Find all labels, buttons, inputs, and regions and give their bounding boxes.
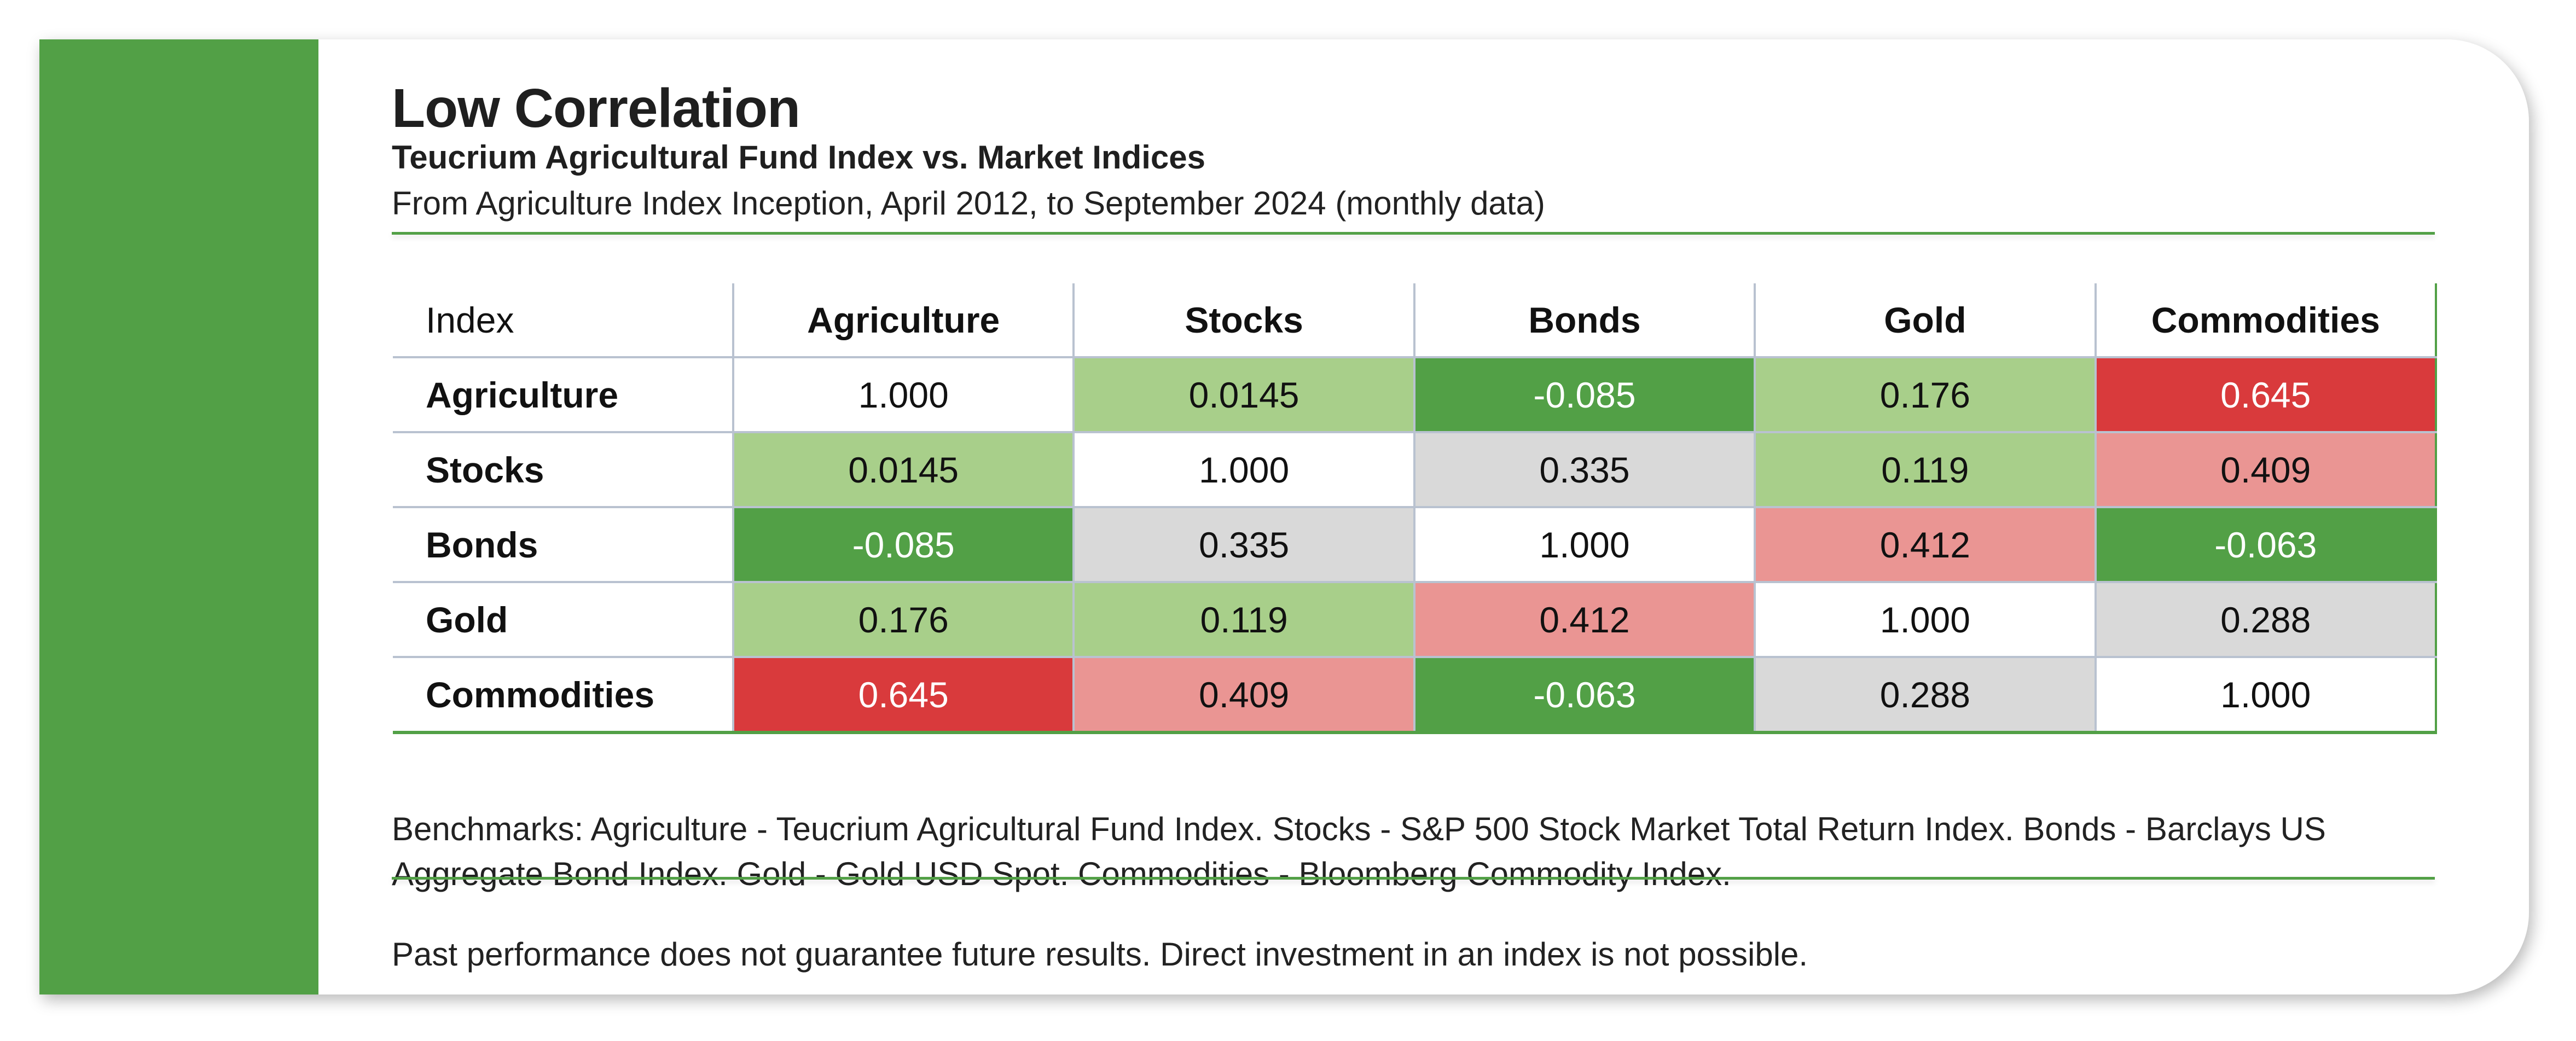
heatmap-cell-bonds-gold: 0.412 [1754, 506, 2097, 583]
column-header-bonds: Bonds [1413, 283, 1756, 358]
heatmap-cell-stocks-commodities: 0.409 [2094, 431, 2437, 508]
heatmap-cell-stocks-agriculture: 0.0145 [732, 431, 1075, 508]
table-row-commodities: Commodities 0.645 0.409 -0.063 0.288 1.000 [393, 656, 2437, 734]
heatmap-cell-agriculture-bonds: -0.085 [1413, 356, 1756, 433]
correlation-table: Index Agriculture Stocks Bonds Gold Commoditi… [393, 283, 2437, 734]
benchmarks-note: Benchmarks: Agriculture - Teucrium Agric… [392, 811, 2326, 892]
heatmap-cell-bonds-agriculture: -0.085 [732, 506, 1075, 583]
corner-label: Index [393, 283, 734, 358]
heatmap-cell-gold-stocks: 0.119 [1072, 581, 1415, 658]
heatmap-cell-gold-bonds: 0.412 [1413, 581, 1756, 658]
chart-card: Low Correlation Teucrium Agricultural Fu… [39, 39, 2529, 995]
heatmap-cell-bonds-bonds: 1.000 [1413, 506, 1756, 583]
heatmap-cell-gold-commodities: 0.288 [2094, 581, 2437, 658]
heatmap-cell-agriculture-gold: 0.176 [1754, 356, 2097, 433]
divider-top [392, 232, 2435, 235]
column-header-agriculture: Agriculture [732, 283, 1075, 358]
row-header-stocks: Stocks [393, 431, 734, 508]
heatmap-cell-commodities-agriculture: 0.645 [732, 656, 1075, 734]
heatmap-cell-stocks-gold: 0.119 [1754, 431, 2097, 508]
disclaimer: Past performance does not guarantee futu… [392, 936, 1808, 973]
heatmap-cell-stocks-stocks: 1.000 [1072, 431, 1415, 508]
column-header-gold: Gold [1754, 283, 2097, 358]
divider-bottom [392, 877, 2435, 880]
column-header-stocks: Stocks [1072, 283, 1415, 358]
heatmap-cell-gold-agriculture: 0.176 [732, 581, 1075, 658]
row-header-bonds: Bonds [393, 506, 734, 583]
heatmap-cell-stocks-bonds: 0.335 [1413, 431, 1756, 508]
table-row-agriculture: Agriculture 1.000 0.0145 -0.085 0.176 0.645 [393, 356, 2437, 433]
header-row: Index Agriculture Stocks Bonds Gold Commoditi… [393, 283, 2437, 358]
heatmap-cell-commodities-commodities: 1.000 [2094, 656, 2437, 734]
row-header-gold: Gold [393, 581, 734, 658]
heatmap-cell-commodities-gold: 0.288 [1754, 656, 2097, 734]
chart-title: Low Correlation [392, 78, 800, 139]
heatmap-cell-gold-gold: 1.000 [1754, 581, 2097, 658]
heatmap-cell-agriculture-commodities: 0.645 [2094, 356, 2437, 433]
row-header-commodities: Commodities [393, 656, 734, 734]
column-header-commodities: Commodities [2094, 283, 2437, 358]
table-row-gold: Gold 0.176 0.119 0.412 1.000 0.288 [393, 581, 2437, 658]
heatmap-cell-bonds-commodities: -0.063 [2094, 506, 2437, 583]
heatmap-cell-bonds-stocks: 0.335 [1072, 506, 1415, 583]
heatmap-cell-agriculture-agriculture: 1.000 [732, 356, 1075, 433]
chart-subtitle: Teucrium Agricultural Fund Index vs. Mar… [392, 139, 1205, 176]
heatmap-cell-commodities-stocks: 0.409 [1072, 656, 1415, 734]
row-header-agriculture: Agriculture [393, 356, 734, 433]
heatmap-cell-commodities-bonds: -0.063 [1413, 656, 1756, 734]
heatmap-cell-agriculture-stocks: 0.0145 [1072, 356, 1415, 433]
table-row-stocks: Stocks 0.0145 1.000 0.335 0.119 0.409 [393, 431, 2437, 508]
accent-bar [39, 39, 318, 995]
table-row-bonds: Bonds -0.085 0.335 1.000 0.412 -0.063 [393, 506, 2437, 583]
chart-period: From Agriculture Index Inception, April … [392, 185, 1545, 222]
